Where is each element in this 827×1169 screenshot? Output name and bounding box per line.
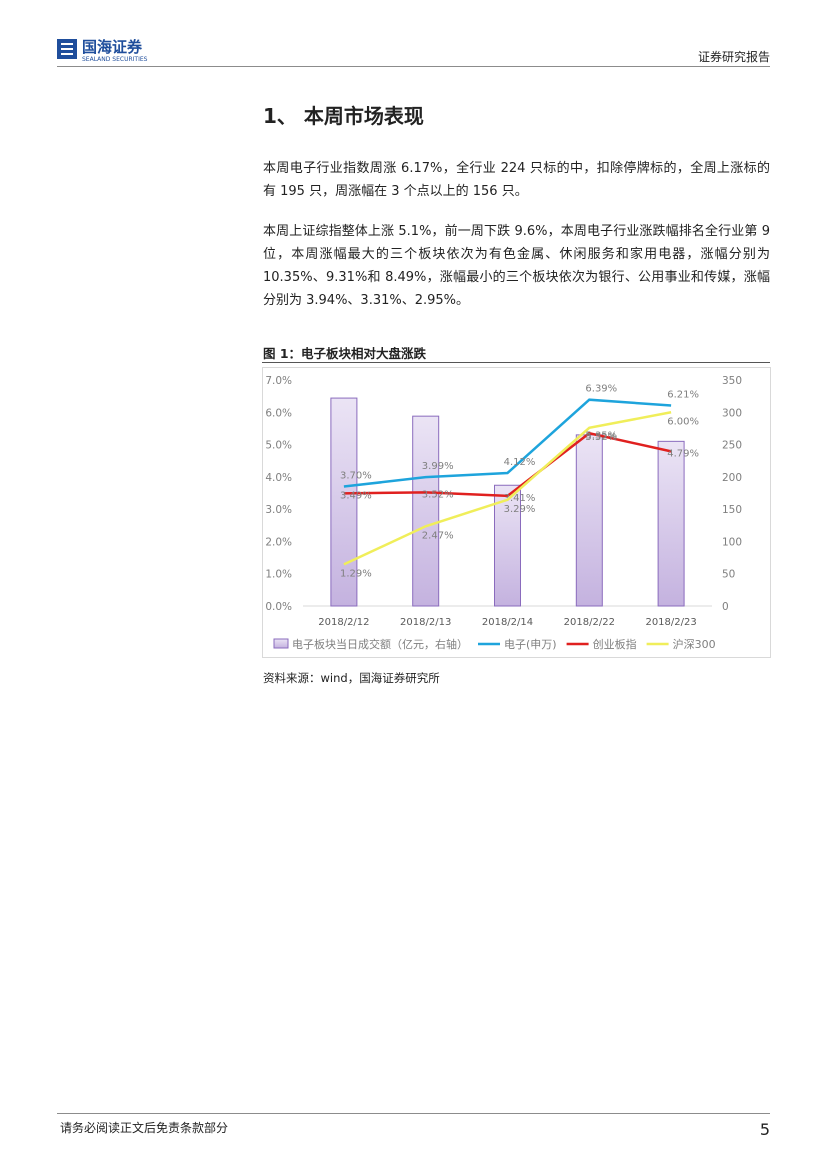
data-label: 6.21% <box>667 390 699 401</box>
x-tick-label: 2018/2/13 <box>400 617 451 628</box>
disclaimer: 请务必阅读正文后免责条款部分 <box>60 1121 229 1135</box>
figure-source: 资料来源：wind，国海证券研究所 <box>263 671 440 685</box>
logo: 国海证券 SEALAND SECURITIES <box>57 38 148 63</box>
legend-label: 电子板块当日成交额（亿元，右轴） <box>292 637 468 651</box>
data-label: 3.49% <box>340 490 372 501</box>
data-label: 5.35% <box>585 430 617 441</box>
x-tick-label: 2018/2/14 <box>482 617 533 628</box>
page-number: 5 <box>759 1120 770 1139</box>
y-tick-label: 6.0% <box>265 407 292 419</box>
y2-tick-label: 200 <box>722 472 742 484</box>
data-label: 3.29% <box>504 504 536 515</box>
bar <box>494 484 521 607</box>
bar <box>412 415 440 607</box>
y-tick-label: 0.0% <box>265 601 292 613</box>
chart-border <box>262 367 771 658</box>
y2-tick-label: 150 <box>722 504 742 516</box>
data-label: 3.99% <box>422 461 454 472</box>
paragraph: 本周电子行业指数周涨 6.17%，全行业 224 只标的中，扣除停牌标的，全周上… <box>263 161 770 199</box>
y-tick-label: 3.0% <box>265 504 292 516</box>
legend-label: 沪深300 <box>673 637 716 651</box>
x-tick-label: 2018/2/12 <box>318 617 369 628</box>
legend-swatch <box>273 638 289 649</box>
line <box>343 431 672 498</box>
legend-label: 创业板指 <box>593 637 637 651</box>
data-label: 4.79% <box>667 448 699 459</box>
line <box>343 411 672 566</box>
y-tick-label: 4.0% <box>265 472 292 484</box>
data-label: 6.00% <box>667 416 699 427</box>
chart: 0.0% 1.0% 2.0% 3.0% 4.0% 5.0% 6.0% 7.0% 0 50 100 15… <box>262 367 771 658</box>
logo-icon-lines <box>61 43 73 55</box>
y-tick-label: 2.0% <box>265 536 292 548</box>
y-tick-label: 5.0% <box>265 440 292 452</box>
line <box>343 398 672 488</box>
section-title: 1、 本周市场表现 <box>263 104 424 128</box>
data-label: 5.52% <box>585 432 617 443</box>
brand-en: SEALAND SECURITIES <box>82 56 148 63</box>
bar <box>657 440 685 607</box>
y2-tick-label: 350 <box>722 375 742 387</box>
y2-tick-label: 50 <box>722 569 735 581</box>
data-label: 4.12% <box>504 457 536 468</box>
data-label: 3.41% <box>504 493 536 504</box>
bar <box>330 397 358 607</box>
x-tick-label: 2018/2/22 <box>564 617 615 628</box>
report-type: 证券研究报告 <box>697 50 770 64</box>
paragraph: 本周上证综指整体上涨 5.1%，前一周下跌 9.6%，本周电子行业涨跌幅排名全行… <box>263 224 770 308</box>
figure-caption: 图 1：电子板块相对大盘涨跌 <box>263 346 427 361</box>
footer-rule <box>57 1113 770 1114</box>
data-label: 2.47% <box>422 530 454 541</box>
data-label: 3.52% <box>422 489 454 500</box>
y2-tick-label: 0 <box>722 601 729 613</box>
y2-tick-label: 250 <box>722 440 742 452</box>
bar <box>575 434 603 607</box>
brand: 国海证券 <box>82 38 143 56</box>
y-tick-label: 7.0% <box>265 375 292 387</box>
data-label: 3.70% <box>340 471 372 482</box>
caption-rule <box>262 362 770 363</box>
y2-tick-label: 300 <box>722 407 742 419</box>
y-tick-label: 1.0% <box>265 569 292 581</box>
header-rule <box>57 66 770 67</box>
x-tick-label: 2018/2/23 <box>645 617 696 628</box>
legend-label: 电子(申万) <box>504 638 557 651</box>
data-label: 6.39% <box>585 384 617 395</box>
y2-tick-label: 100 <box>722 536 742 548</box>
data-label: 1.29% <box>340 568 372 579</box>
